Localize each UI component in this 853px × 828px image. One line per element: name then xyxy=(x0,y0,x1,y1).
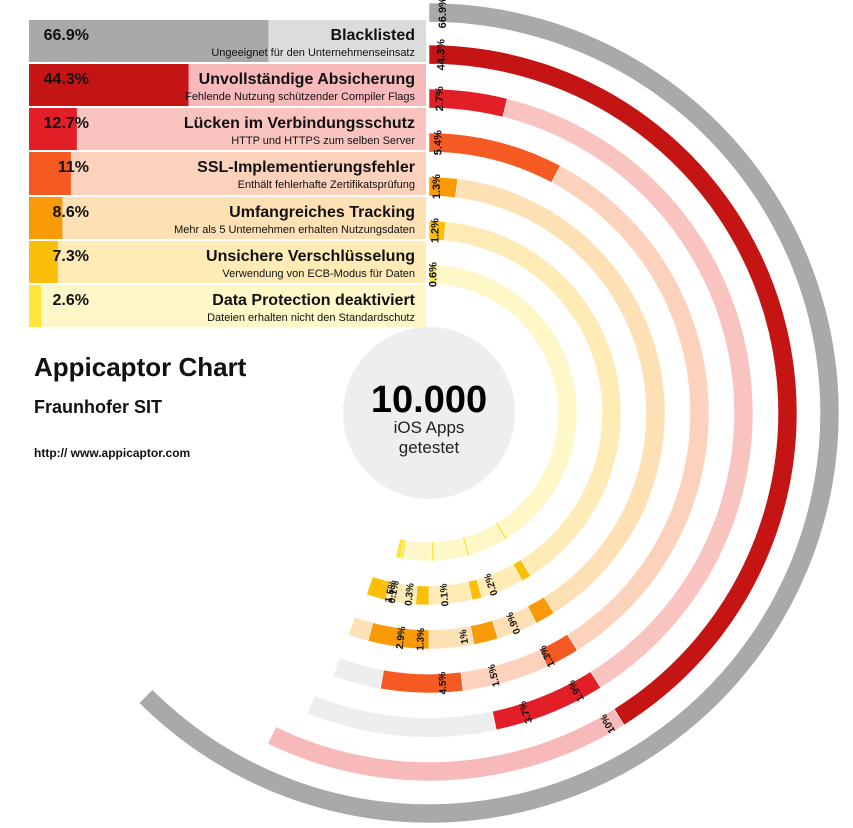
legend-value-bar-6 xyxy=(29,285,42,327)
legend-row-bg-4 xyxy=(29,197,426,239)
bottom-label-6: 1.5% xyxy=(486,663,502,688)
bottom-label-8: 0.1% xyxy=(439,583,452,607)
legend-row-bg-2 xyxy=(29,108,426,150)
center-disc xyxy=(343,327,515,499)
legend-value-bar-5 xyxy=(29,241,58,283)
legend-bars: 66.9% Blacklisted Ungeeignet für den Unter… xyxy=(29,20,426,327)
legend-value-bar-0 xyxy=(29,20,269,62)
center-line1: iOS Apps xyxy=(394,418,465,437)
bottom-label-13: 0.1% xyxy=(387,580,402,605)
bottom-label-14: 1.5% xyxy=(383,579,399,604)
legend-title-6: Data Protection deaktiviert xyxy=(212,292,415,309)
ring-segment-5-25 xyxy=(415,585,430,606)
ring-segment-0-0 xyxy=(138,2,840,824)
legend-row-bg-6 xyxy=(29,285,426,327)
center-value: 10.000 xyxy=(371,379,487,421)
legend-row-bg-5 xyxy=(29,241,426,283)
legend-pct-3: 11% xyxy=(58,159,89,176)
legend-desc-2: HTTP und HTTPS zum selben Server xyxy=(231,135,415,147)
legend-desc-0: Ungeeignet für den Unternehmenseinsatz xyxy=(211,47,415,59)
ring-label-2: 2.7% xyxy=(434,86,446,111)
ring-label-6: 0.6% xyxy=(428,262,440,287)
ring-segment-6-37 xyxy=(395,538,405,559)
legend-desc-6: Dateien erhalten nicht den Standardschut… xyxy=(207,312,415,324)
center-line2: getestet xyxy=(399,438,460,457)
legend-value-bar-1 xyxy=(29,64,189,106)
ring-label-1: 44.3% xyxy=(435,39,447,70)
legend-pct-6: 2.6% xyxy=(53,292,89,309)
ring-segment-6-35 xyxy=(402,539,432,562)
legend-row-bg-3 xyxy=(29,152,426,195)
ring-label-3: 5.4% xyxy=(432,130,444,155)
ring-segment-3-9 xyxy=(460,649,548,692)
legend-desc-5: Verwendung von ECB-Modus für Daten xyxy=(222,268,415,280)
ring-segment-6-33 xyxy=(433,537,468,562)
legend-title-3: SSL-Implementierungsfehler xyxy=(197,159,415,176)
legend-pct-2: 12.7% xyxy=(44,115,89,132)
legend-value-bar-2 xyxy=(29,108,77,150)
chart-subtitle: Fraunhofer SIT xyxy=(34,397,162,417)
chart-rings: 66.9% 44.3% 2.7% 5.4% 1.3% 1.2% 0.6% xyxy=(138,0,840,824)
ring-segment-4-18 xyxy=(347,616,374,642)
ring-label-5: 1.2% xyxy=(429,218,441,243)
legend-pct-1: 44.3% xyxy=(44,71,89,88)
legend-value-bar-4 xyxy=(29,197,63,239)
legend-title-0: Blacklisted xyxy=(331,27,415,44)
bottom-label-11: 0.3% xyxy=(403,583,416,607)
ring-segment-5-27 xyxy=(366,576,391,601)
ring-segment-3-6 xyxy=(428,132,561,183)
ring-label-4: 1.3% xyxy=(431,174,443,199)
ring-segment-3-10 xyxy=(380,669,464,694)
legend-value-bar-3 xyxy=(29,152,71,195)
legend-title-5: Unsichere Verschlüsselung xyxy=(206,248,415,265)
legend-title-4: Umfangreiches Tracking xyxy=(229,204,415,221)
bottom-label-9: 4.5% xyxy=(437,671,449,694)
chart-title: Appicaptor Chart xyxy=(34,352,247,382)
legend-desc-1: Fehlende Nutzung schützender Compiler Fl… xyxy=(185,91,415,103)
legend-pct-0: 66.9% xyxy=(44,27,89,44)
legend-desc-4: Mehr als 5 Unternehmen erhalten Nutzungs… xyxy=(174,224,415,236)
ring-segment-2-5 xyxy=(492,671,602,731)
legend-pct-5: 7.3% xyxy=(53,248,89,265)
bottom-label-12: 2.9% xyxy=(395,626,409,650)
ring-segment-1-2 xyxy=(267,708,625,782)
legend-pct-4: 8.6% xyxy=(53,204,89,221)
legend-desc-3: Enthält fehlerhafte Zertifikatsprüfung xyxy=(238,179,415,191)
ring-label-0: 66.9% xyxy=(437,0,449,28)
legend-title-2: Lücken im Verbindungsschutz xyxy=(184,115,415,132)
chart-url: http:// www.appicaptor.com xyxy=(34,446,190,460)
legend-title-1: Unvollständige Absicherung xyxy=(199,71,415,88)
bottom-label-7: 1% xyxy=(458,629,471,645)
ring-segment-4-15 xyxy=(470,620,499,646)
bottom-label-10: 1.3% xyxy=(415,628,427,651)
